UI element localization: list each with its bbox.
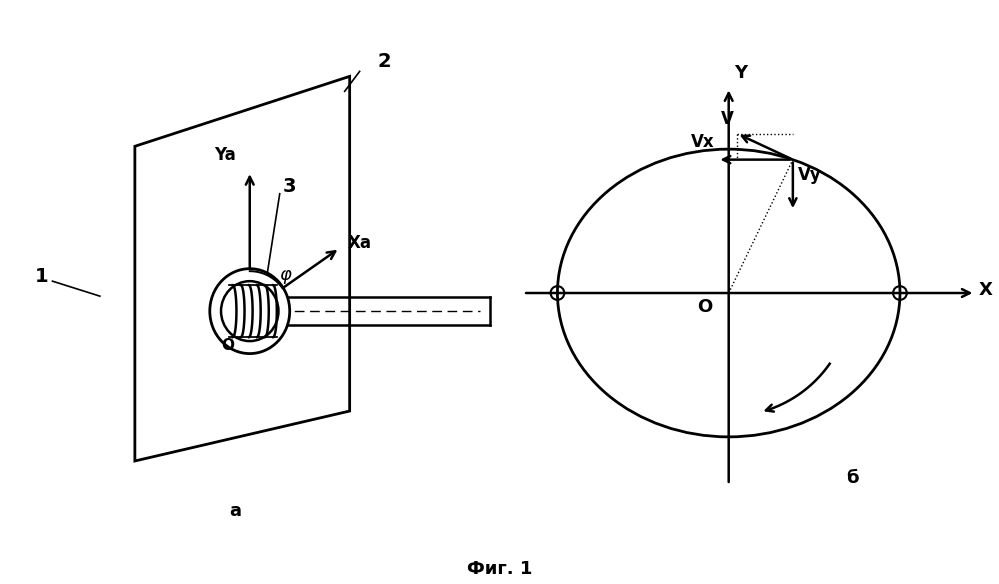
Text: 2: 2 [378,52,392,71]
Text: O: O [221,338,234,353]
Text: 3: 3 [283,177,297,196]
Text: Vx: Vx [690,133,714,151]
Text: Фиг. 1: Фиг. 1 [467,560,532,578]
Text: X: X [979,280,993,298]
Text: а: а [229,502,241,520]
Ellipse shape [221,281,279,341]
Text: Xa: Xa [348,234,372,252]
Text: б: б [846,469,858,487]
Text: φ: φ [279,266,291,284]
Text: Y: Y [734,64,747,82]
Text: V: V [720,110,733,128]
Ellipse shape [210,269,290,353]
Text: 1: 1 [35,267,49,286]
Text: O: O [697,298,712,316]
Polygon shape [135,77,350,461]
Text: Ya: Ya [214,146,236,164]
Text: Vy: Vy [798,166,822,184]
